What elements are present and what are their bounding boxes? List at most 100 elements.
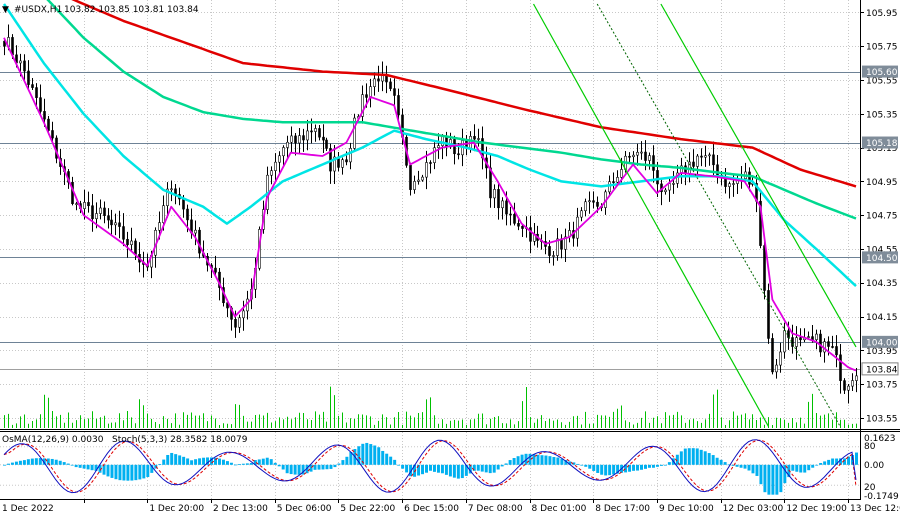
osma-bar [221,459,225,465]
osma-bar [711,455,715,465]
candle-body [39,97,42,112]
osma-bar [329,464,333,469]
osma-bar [134,464,138,481]
osma-bar [225,461,229,465]
candle-body [341,159,344,168]
candle-body [373,78,376,87]
price-tick-label: 105.55 [866,77,898,87]
level-label-box [862,335,898,348]
osma-bar [580,464,584,466]
osma-bar [496,464,500,470]
osma-bar [624,464,628,473]
candlesticks [3,24,858,404]
osma-bar [126,464,130,481]
candle-body [19,60,22,64]
osma-bar [2,464,6,466]
osma-bar [86,464,90,470]
osma-bar [604,464,608,476]
candle-body [234,319,237,328]
osma-bar [548,456,552,465]
candle-body [425,162,428,178]
candle-body [433,147,436,163]
osc-tick-label: 20 [864,483,876,493]
osma-bar [831,458,835,465]
osma-bar [202,457,206,465]
candle-body [696,155,699,167]
price-tick-label: 105.75 [866,43,898,53]
header-arrow-icon[interactable]: ▼ [2,5,9,15]
osma-bar [743,464,747,469]
chart-header: ▼ #USDX,H1 103.82 103.85 103.81 103.84 [2,5,199,15]
osma-bar [405,464,409,473]
osma-bar [229,462,233,465]
osma-bar [417,464,421,476]
osma-bar [707,453,711,465]
time-tick-label: 2 Dec 13:00 [213,504,268,514]
osma-bar [289,464,293,475]
osma-bar [46,458,50,465]
osma-bar [158,464,162,465]
time-tick-label: 7 Dec 08:00 [468,504,523,514]
ma-long-line [71,0,857,188]
channel-line [532,3,769,427]
osma-bar [775,464,779,495]
candle-body [318,128,321,138]
osma-bar [643,464,647,469]
candle-body [166,188,169,206]
osma-bar [198,458,202,465]
candle-body [763,245,766,291]
candle-body [612,181,615,183]
candle-body [640,151,643,154]
osma-bar [508,460,512,465]
ma-slow-line [46,0,857,220]
osma-bar [261,458,265,465]
candle-body [548,246,551,256]
osma-bar [114,464,118,480]
osma-bar [241,463,245,465]
header-symbol: #USDX,H1 [14,5,62,15]
candle-body [843,380,846,391]
candle-body [361,94,364,117]
osma-bar [217,458,221,465]
candle-body [310,130,313,133]
candle-body [23,60,26,72]
oscillator-panel[interactable] [0,432,900,499]
osma-bar [22,460,26,465]
osma-bar [663,464,667,466]
osma-bar [10,462,14,465]
candle-body [644,151,647,161]
price-tick-label: 103.95 [866,347,898,357]
candle-body [648,155,651,161]
osma-bar [337,463,341,465]
candle-body [369,86,372,98]
osma-bar [421,464,425,475]
candle-body [345,159,348,163]
candle-body [278,155,281,163]
oscillator-header: OsMA(12,26,9) 0.0030 Stoch(5,3,3) 28.358… [2,435,248,445]
osma-bar [476,464,480,471]
osma-bar [273,462,277,465]
osma-bar [640,464,643,470]
trend-channel-lines[interactable] [532,3,857,427]
candle-body [831,346,834,348]
candle-body [333,156,336,172]
candle-body [493,189,496,199]
candle-body [182,198,185,210]
candle-body [27,70,30,85]
candle-body [668,183,671,191]
candle-body [783,330,786,353]
osma-bar [572,462,576,465]
osma-bar [62,462,66,465]
ma-fast-line [3,37,857,372]
osma-bar [795,464,799,472]
price-panel[interactable] [0,0,900,429]
candle-body [815,333,818,340]
osma-bar [779,464,783,493]
candle-body [529,227,532,242]
current-price-box [861,362,899,376]
osma-bar [317,464,321,470]
candle-body [509,213,512,216]
channel-line [596,3,841,427]
candle-body [389,81,392,89]
